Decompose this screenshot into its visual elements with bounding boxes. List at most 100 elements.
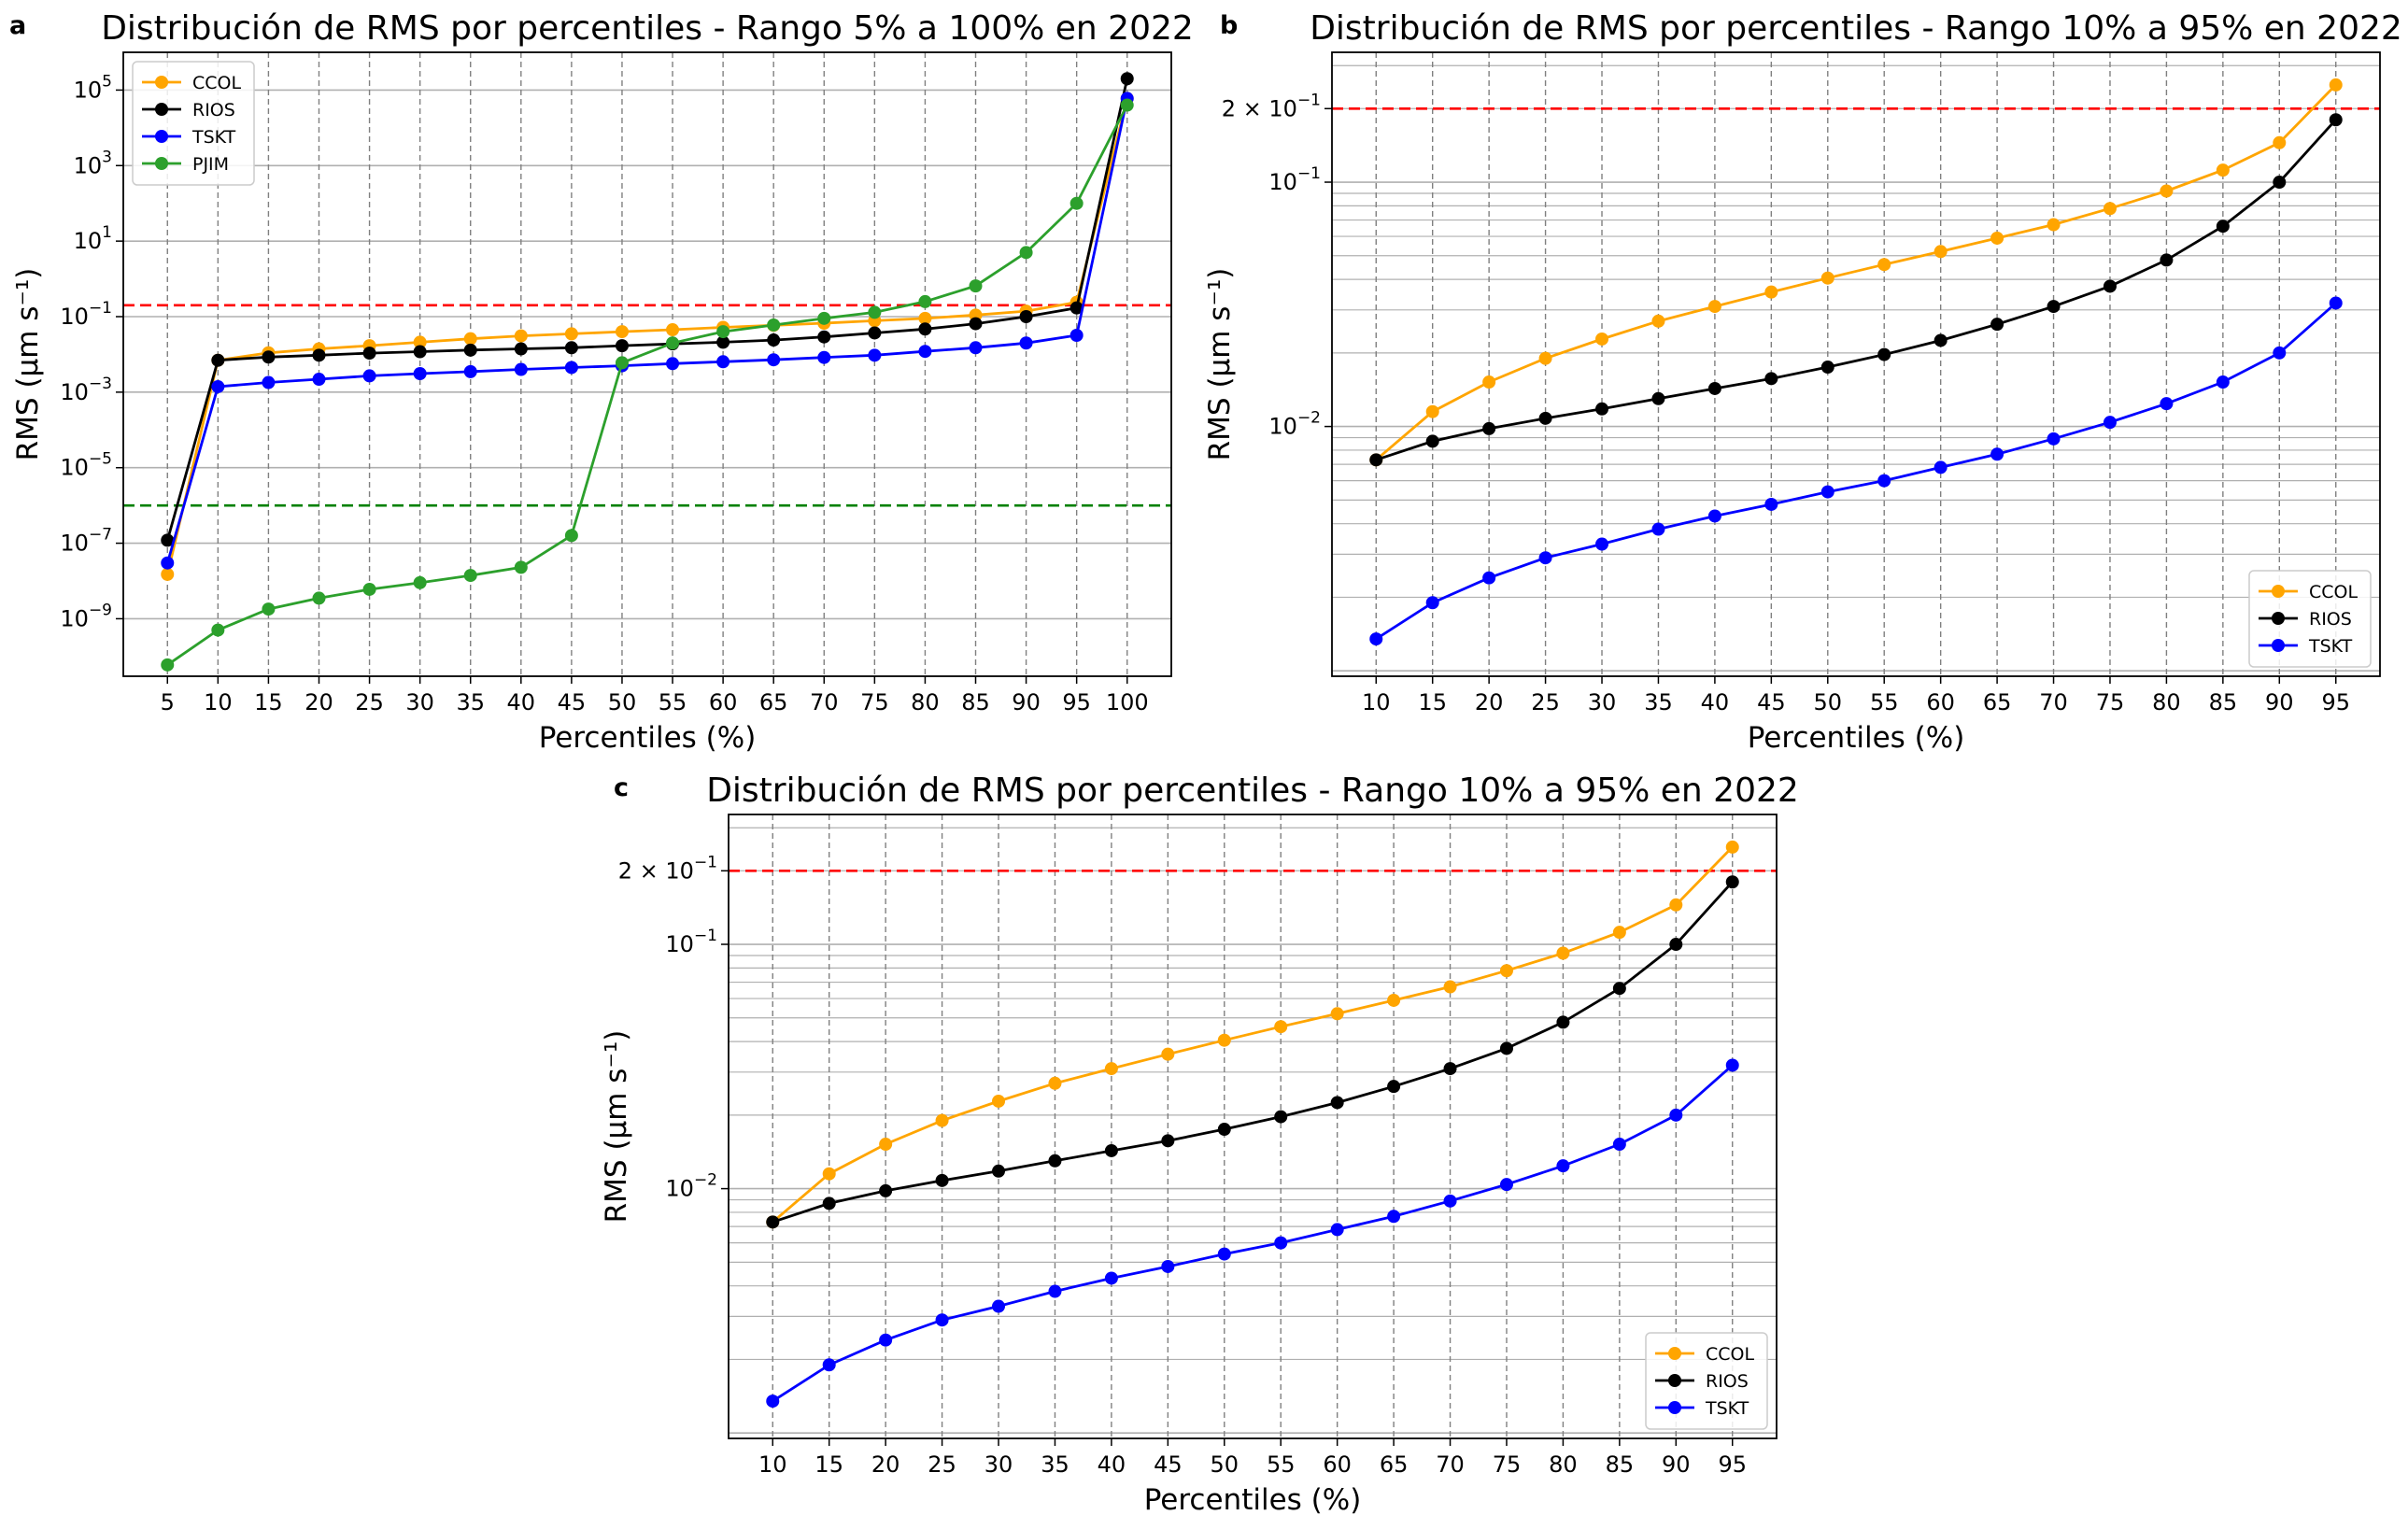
x-tick-label: 5 (161, 689, 175, 715)
data-point-ccol (935, 1113, 949, 1127)
y-tick-exponent: −5 (89, 450, 112, 469)
legend-label: TSKT (191, 127, 236, 148)
legend-marker-pjim (155, 157, 168, 170)
data-point-tskt (1877, 474, 1891, 488)
y-tick-exponent: −1 (1297, 164, 1321, 183)
data-point-tskt (822, 1358, 836, 1372)
series-line-tskt (1375, 302, 2337, 641)
data-point-rios (2329, 113, 2343, 127)
data-point-ccol (1161, 1047, 1175, 1061)
series-line-tskt (165, 98, 1129, 564)
data-point-tskt (716, 355, 730, 369)
data-point-pjim (463, 569, 477, 583)
data-point-rios (1877, 347, 1891, 361)
x-tick-label: 85 (1606, 1451, 1635, 1478)
x-tick-label: 20 (305, 689, 333, 715)
data-point-rios (1387, 1080, 1401, 1094)
y-tick-label: 10−2 (665, 1171, 717, 1202)
x-tick-label: 45 (1757, 689, 1786, 715)
x-tick-label: 50 (608, 689, 637, 715)
data-point-tskt (413, 366, 427, 380)
data-point-rios (716, 335, 730, 349)
y-tick-exponent: −2 (694, 1171, 717, 1190)
x-tick-label: 35 (1041, 1451, 1069, 1478)
data-point-tskt (2273, 346, 2287, 360)
chart-panel-c: 10 15 20 25 30 35 40 45 50 55 60 65 70 75 80 85 90 9510−2… (600, 772, 1799, 1515)
data-point-tskt (879, 1333, 893, 1347)
data-point-tskt (564, 361, 578, 375)
data-point-pjim (969, 279, 983, 293)
data-point-pjim (868, 305, 882, 319)
legend-marker-ccol (1668, 1347, 1681, 1360)
threshold-tick-label: 2 × 10−1 (1222, 91, 1321, 121)
legend-marker-tskt (2272, 639, 2285, 652)
data-point-pjim (817, 311, 831, 325)
data-point-pjim (716, 325, 730, 339)
x-tick-label: 20 (1475, 689, 1504, 715)
data-point-tskt (1019, 336, 1033, 350)
data-point-tskt (2103, 416, 2117, 430)
x-tick-label: 70 (2039, 689, 2068, 715)
data-point-pjim (767, 318, 781, 332)
data-point-tskt (666, 357, 680, 371)
data-point-tskt (262, 375, 276, 389)
y-tick-label: 10−3 (60, 375, 112, 405)
data-point-tskt (2329, 296, 2343, 310)
x-tick-label: 60 (1323, 1451, 1352, 1478)
series-line-rios (1375, 119, 2337, 461)
x-tick-label: 25 (355, 689, 384, 715)
y-tick-label: 10−1 (60, 299, 112, 330)
data-point-rios (1933, 333, 1948, 347)
data-point-rios (514, 342, 528, 356)
y-tick-base: 10 (60, 455, 89, 481)
x-tick-label: 55 (1267, 1451, 1296, 1478)
data-point-pjim (564, 529, 578, 543)
legend: CCOL RIOS TSKT (2248, 570, 2372, 668)
data-point-pjim (1069, 196, 1084, 210)
x-tick-label: 35 (1644, 689, 1673, 715)
data-point-rios (879, 1183, 893, 1197)
data-point-tskt (161, 556, 175, 570)
data-point-tskt (312, 373, 326, 387)
threshold-tick-exponent: −1 (694, 853, 717, 871)
y-tick-label: 10−1 (1268, 164, 1321, 195)
data-point-tskt (211, 379, 225, 393)
x-tick-label: 45 (1154, 1451, 1183, 1478)
y-tick-label: 10−5 (60, 450, 112, 481)
data-point-ccol (514, 329, 528, 343)
data-point-pjim (161, 658, 175, 672)
data-point-tskt (1556, 1159, 1570, 1173)
x-tick-label: 75 (860, 689, 889, 715)
data-point-rios (1069, 301, 1084, 315)
data-point-ccol (1330, 1007, 1344, 1021)
x-tick-label: 90 (1012, 689, 1041, 715)
x-tick-label: 70 (1436, 1451, 1465, 1478)
x-axis-label: Percentiles (%) (1144, 1483, 1362, 1515)
x-tick-label: 95 (1718, 1451, 1747, 1478)
x-tick-label: 40 (1701, 689, 1730, 715)
data-point-rios (161, 533, 175, 547)
data-point-rios (1707, 381, 1721, 395)
chart-panel-b: 10 15 20 25 30 35 40 45 50 55 60 65 70 75 80 85 90 9510−2… (1203, 9, 2402, 755)
data-point-ccol (1556, 946, 1570, 960)
panel-letter: a (9, 11, 26, 40)
data-point-tskt (766, 1395, 780, 1409)
series-line-pjim (166, 104, 1128, 666)
x-tick-label: 30 (405, 689, 434, 715)
data-point-rios (1104, 1143, 1118, 1157)
y-tick-base: 10 (74, 77, 103, 103)
data-point-tskt (1612, 1138, 1626, 1152)
x-tick-label: 15 (254, 689, 283, 715)
data-point-ccol (666, 323, 680, 337)
data-point-ccol (1274, 1020, 1288, 1034)
data-point-ccol (2047, 218, 2061, 232)
data-point-ccol (1820, 271, 1834, 285)
legend-label: TSKT (1705, 1398, 1749, 1419)
x-tick-label: 95 (1062, 689, 1091, 715)
data-point-tskt (1069, 329, 1084, 343)
panel-letter: b (1220, 11, 1238, 40)
legend: CCOL RIOS TSKT PJIM (132, 61, 255, 186)
data-point-rios (362, 347, 376, 361)
data-point-tskt (1274, 1236, 1288, 1250)
x-tick-label: 80 (911, 689, 940, 715)
